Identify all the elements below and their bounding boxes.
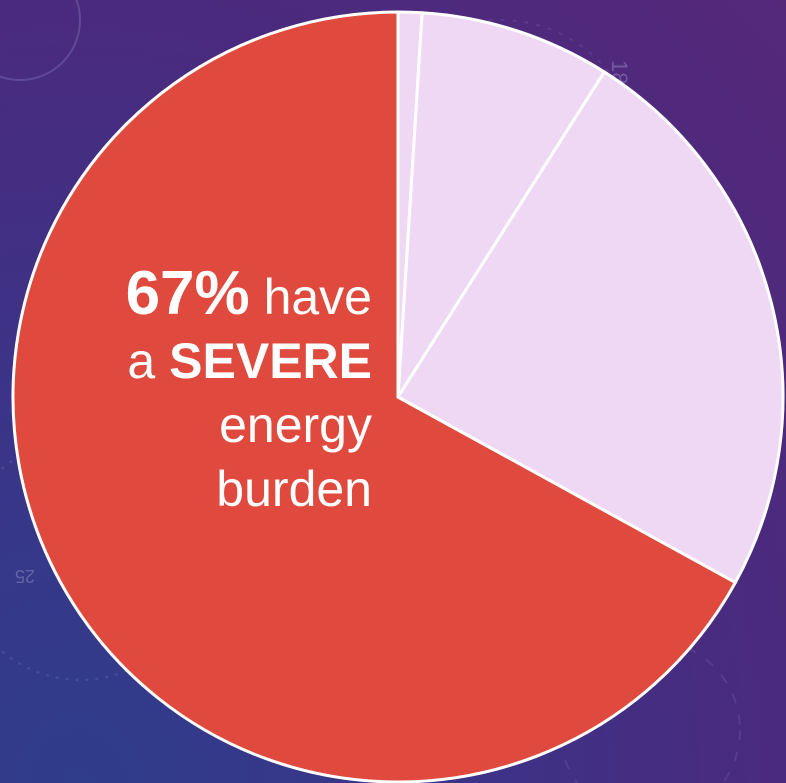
pie-slice-2 bbox=[396, 11, 606, 399]
annotation-line-1: 67% have bbox=[126, 262, 372, 329]
annotation-word-burden: burden bbox=[216, 461, 372, 517]
annotation-word-have: have bbox=[263, 269, 372, 325]
annotation-word-energy: energy bbox=[219, 397, 372, 453]
annotation-word-a: a bbox=[127, 333, 156, 389]
pie-slice-3 bbox=[396, 70, 785, 584]
annotation-word-severe: SEVERE bbox=[169, 333, 372, 389]
annotation-line-2: a SEVERE bbox=[126, 329, 372, 393]
pie-slice-0 bbox=[11, 10, 737, 783]
annotation-percent: 67% bbox=[125, 259, 250, 328]
decor-number-left: 25 bbox=[15, 566, 35, 586]
pie-annotation: 67% have a SEVERE energy burden bbox=[126, 262, 372, 521]
